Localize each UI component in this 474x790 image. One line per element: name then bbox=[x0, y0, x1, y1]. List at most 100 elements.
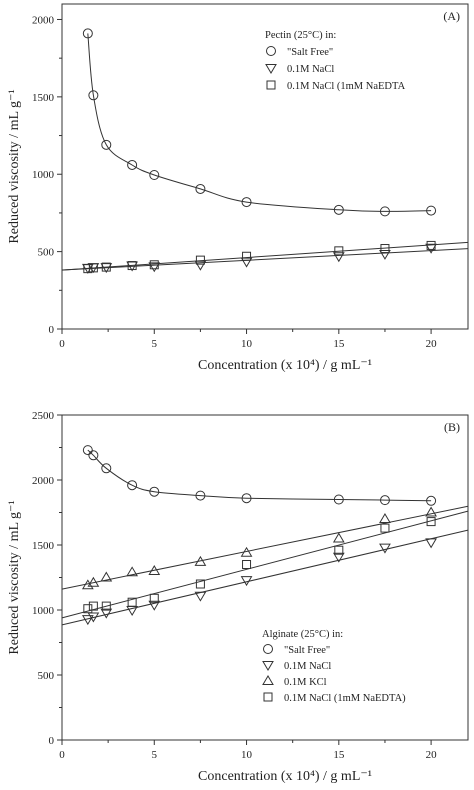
data-point bbox=[81, 579, 94, 590]
legend-marker bbox=[266, 80, 276, 90]
fit-curve-salt-free bbox=[87, 33, 432, 212]
data-point bbox=[241, 493, 252, 504]
x-tick-label: 15 bbox=[333, 749, 345, 761]
data-point bbox=[127, 159, 138, 170]
data-point bbox=[83, 604, 93, 614]
y-tick-label: 1500 bbox=[32, 92, 55, 104]
y-tick-label: 2000 bbox=[32, 14, 55, 26]
data-point bbox=[88, 263, 98, 273]
data-point bbox=[149, 170, 160, 181]
x-tick-label: 0 bbox=[59, 749, 65, 761]
fit-line-square bbox=[61, 510, 469, 619]
data-point bbox=[100, 571, 113, 582]
y-tick-label: 0 bbox=[49, 735, 55, 747]
data-point bbox=[379, 513, 391, 523]
data-point bbox=[149, 593, 159, 603]
y-tick-label: 1000 bbox=[32, 605, 55, 617]
x-tick-label: 0 bbox=[59, 338, 65, 350]
x-axis-title: Concentration (x 10⁴) / g mL⁻¹ bbox=[198, 358, 372, 373]
data-point bbox=[127, 480, 138, 491]
chart-panel-a: 0 5 10 15 20 0 500 1000 1500 2000 Concentration (x… bbox=[7, 3, 469, 373]
data-point bbox=[148, 262, 161, 273]
y-axis-title: Reduced viscosity / mL g⁻¹ bbox=[7, 500, 22, 654]
data-point bbox=[82, 28, 93, 39]
data-point bbox=[126, 261, 139, 272]
fit-line-triangle-up bbox=[61, 505, 469, 590]
data-point bbox=[194, 260, 207, 271]
legend-title: Alginate (25°C) in: bbox=[262, 629, 343, 640]
data-point bbox=[100, 608, 113, 619]
data-point bbox=[148, 565, 161, 575]
data-point bbox=[332, 532, 345, 543]
data-point bbox=[101, 139, 112, 150]
data-point bbox=[88, 90, 99, 101]
data-point bbox=[88, 450, 99, 461]
data-point bbox=[425, 538, 437, 549]
data-point bbox=[127, 597, 137, 607]
data-point bbox=[334, 246, 344, 256]
data-point bbox=[334, 545, 344, 555]
legend-marker bbox=[262, 661, 274, 671]
legend-marker bbox=[263, 692, 273, 702]
data-point bbox=[380, 523, 390, 533]
data-point bbox=[242, 251, 252, 261]
chart-panel-b: 0 5 10 15 20 0 500 1000 1500 2000 2500 Concentratio… bbox=[7, 410, 469, 784]
data-point bbox=[88, 601, 98, 611]
data-point bbox=[81, 615, 94, 626]
fit-line-square bbox=[61, 241, 469, 271]
series-square bbox=[83, 517, 436, 614]
series-triangle-down bbox=[81, 538, 437, 626]
x-tick-label: 10 bbox=[241, 338, 253, 350]
y-axis-title: Reduced viscosity / mL g⁻¹ bbox=[7, 89, 22, 243]
data-point bbox=[149, 486, 160, 497]
x-tick-label: 10 bbox=[241, 749, 253, 761]
legend-entry: 0.1M KCl bbox=[284, 677, 327, 688]
data-point bbox=[194, 555, 207, 566]
y-tick-label: 1500 bbox=[32, 540, 55, 552]
fit-line-triangle-down bbox=[61, 248, 469, 271]
x-tick-label: 20 bbox=[426, 338, 438, 350]
data-point bbox=[333, 494, 344, 505]
x-axis-title: Concentration (x 10⁴) / g mL⁻¹ bbox=[198, 769, 372, 784]
plot-frame bbox=[61, 3, 469, 330]
fit-curve-salt-free bbox=[87, 449, 432, 502]
data-point bbox=[194, 591, 207, 602]
legend-entry: "Salt Free" bbox=[287, 47, 333, 58]
legend-marker bbox=[263, 644, 273, 654]
panel-label: (A) bbox=[443, 9, 460, 23]
series-triangle-up bbox=[81, 506, 437, 590]
legend-marker bbox=[262, 675, 274, 685]
data-point bbox=[87, 576, 100, 587]
x-tick-label: 15 bbox=[333, 338, 345, 350]
x-tick-label: 20 bbox=[426, 749, 438, 761]
legend-entry: 0.1M NaCl (1mM NaEDTA bbox=[287, 81, 406, 92]
legend-entry: 0.1M NaCl bbox=[284, 661, 331, 672]
data-point bbox=[332, 252, 345, 263]
data-point bbox=[195, 490, 206, 501]
data-point bbox=[148, 600, 161, 611]
data-point bbox=[425, 506, 437, 517]
data-point bbox=[101, 463, 112, 474]
data-point bbox=[101, 601, 111, 611]
data-point bbox=[379, 249, 391, 260]
y-tick-label: 500 bbox=[38, 670, 55, 682]
data-point bbox=[241, 197, 252, 208]
data-point bbox=[82, 445, 93, 456]
data-point bbox=[426, 240, 436, 250]
data-point bbox=[195, 255, 205, 265]
series-circle bbox=[82, 445, 437, 506]
legend: Pectin (25°C) in: "Salt Free" 0.1M NaCl 0.1… bbox=[265, 30, 406, 92]
legend-entry: 0.1M NaCl bbox=[287, 64, 334, 75]
panel-label: (B) bbox=[444, 420, 460, 434]
y-tick-label: 500 bbox=[38, 247, 55, 259]
data-point bbox=[379, 206, 390, 217]
legend-title: Pectin (25°C) in: bbox=[265, 30, 336, 41]
y-tick-label: 1000 bbox=[32, 169, 55, 181]
data-point bbox=[240, 257, 253, 268]
data-point bbox=[101, 262, 111, 272]
legend-entry: 0.1M NaCl (1mM NaEDTA) bbox=[284, 693, 406, 704]
legend-marker bbox=[266, 46, 276, 56]
y-tick-label: 2500 bbox=[32, 410, 55, 422]
fit-line-triangle-down bbox=[61, 529, 469, 626]
